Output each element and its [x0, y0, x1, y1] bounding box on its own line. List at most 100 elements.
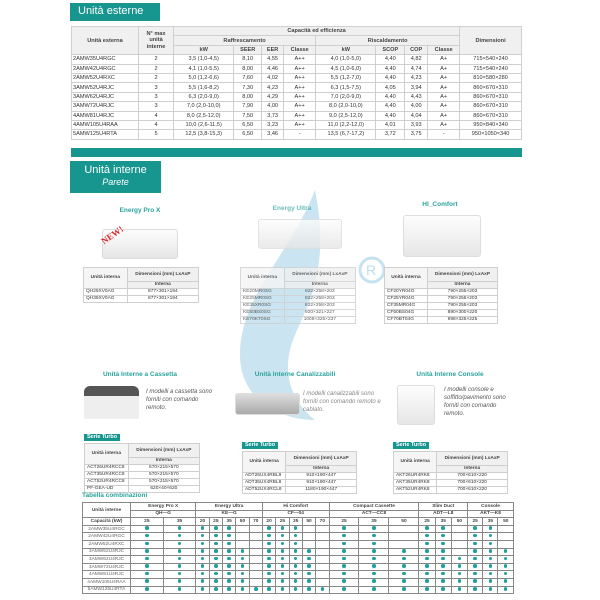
- table-row: KE70KT0SG 1008×325×237: [240, 316, 357, 324]
- table-cell: 3AMW62U4RJC: [71, 91, 139, 103]
- compat-cell: [450, 562, 469, 572]
- table-footer-bar: [71, 148, 522, 157]
- compatible-dot-icon: [200, 549, 205, 553]
- compat-cell: [195, 532, 210, 541]
- table-cell: A+: [427, 72, 461, 84]
- compat-cell: [482, 570, 499, 579]
- table-row: CF35MR04G 790×255×203: [384, 302, 499, 310]
- table-cell: 10,0 (2,6-11,5): [172, 119, 235, 131]
- compat-cell: [235, 570, 250, 579]
- compatible-dot-icon: [293, 579, 298, 583]
- series-title-ducted: Unità Interne Canalizzabili: [254, 371, 336, 378]
- compatible-dot-icon: [177, 579, 182, 583]
- compat-cell: [497, 547, 514, 557]
- compat-cell: [328, 562, 360, 572]
- compat-cell: [235, 539, 250, 549]
- table-cell: 4,40: [375, 63, 406, 74]
- table-cell: 3,46: [261, 129, 285, 140]
- compatible-dot-icon: [503, 587, 508, 591]
- cap-value: 35: [482, 517, 499, 526]
- compatible-dot-icon: [488, 579, 493, 583]
- compatible-dot-icon: [473, 564, 477, 568]
- outdoor-section-tab: Unità esterne: [70, 3, 160, 21]
- compatible-dot-icon: [280, 556, 285, 561]
- table-row: KE50BS0SG 920×321×227: [240, 309, 357, 317]
- col-classe: Classe: [427, 44, 461, 56]
- table-row: KE25MR0SG 822×258×203: [240, 295, 357, 303]
- compatible-dot-icon: [293, 587, 298, 591]
- compat-cell: [328, 585, 360, 595]
- dimensions-table: Unità interna Dimensioni (mm) LxAxP Intern…: [392, 451, 508, 494]
- compatible-dot-icon: [503, 564, 508, 568]
- compatible-dot-icon: [177, 564, 182, 568]
- col-unit: Unità esterna: [71, 25, 139, 56]
- table-cell: 4,23: [404, 72, 429, 84]
- compatible-dot-icon: [293, 571, 298, 576]
- cap-value: 35: [162, 517, 197, 526]
- table-cell: 4,04: [404, 110, 429, 121]
- compatible-dot-icon: [145, 549, 149, 553]
- compat-cell: [275, 524, 290, 534]
- unit-name: 2AMW42U4RGC: [82, 532, 131, 541]
- table-cell: 715×540×240: [459, 54, 522, 65]
- compatible-dot-icon: [267, 587, 271, 591]
- compatible-dot-icon: [457, 564, 462, 568]
- compat-cell: [301, 524, 317, 534]
- compatible-dot-icon: [145, 556, 149, 561]
- col-unit: Unità interna: [84, 443, 129, 465]
- cap-value: 25: [328, 517, 360, 526]
- compat-cell: [248, 547, 263, 557]
- compatible-dot-icon: [145, 571, 149, 576]
- compatible-dot-icon: [240, 587, 245, 591]
- compat-cell: [248, 562, 263, 572]
- compat-cell: [248, 532, 263, 541]
- compatible-dot-icon: [441, 533, 445, 538]
- compatible-dot-icon: [214, 579, 218, 583]
- col-eer: EER: [261, 44, 285, 56]
- compat-cell: [162, 562, 197, 572]
- compatible-dot-icon: [473, 579, 477, 583]
- table-cell: KE35XR0SG: [240, 302, 285, 310]
- compat-cell: [301, 577, 317, 587]
- compat-cell: [130, 539, 164, 549]
- compat-cell: [497, 532, 514, 541]
- compatible-dot-icon: [488, 556, 493, 561]
- table-cell: A+: [427, 110, 461, 121]
- energy-ultra-image: [258, 219, 342, 249]
- table-cell: 2: [138, 63, 174, 74]
- compat-cell: [467, 532, 484, 541]
- compat-cell: [497, 539, 514, 549]
- compat-cell: [288, 532, 303, 541]
- compatible-dot-icon: [267, 541, 271, 546]
- compat-cell: [450, 570, 469, 579]
- group-code: ACT—CC8: [328, 509, 420, 519]
- col-dims: Dimensioni (mm) LxAxP: [285, 451, 357, 466]
- compat-cell: [208, 539, 224, 549]
- compatible-dot-icon: [372, 579, 376, 583]
- table-cell: 2: [138, 72, 174, 84]
- compat-cell: [358, 524, 390, 534]
- console-image: [397, 385, 435, 425]
- cap-value: 35: [434, 517, 452, 526]
- table-cell: AKT52UR4RK8: [392, 486, 438, 494]
- table-cell: ACT52UR4RCC8: [84, 478, 129, 486]
- compat-cell: [450, 532, 469, 541]
- compatible-dot-icon: [488, 541, 493, 546]
- compatible-dot-icon: [240, 556, 245, 561]
- compatible-dot-icon: [267, 556, 271, 561]
- table-cell: A++: [283, 91, 317, 103]
- table-cell: 5,5 (1,2-7,0): [315, 72, 377, 84]
- compat-cell: [301, 532, 317, 541]
- compat-cell: [434, 532, 452, 541]
- table-cell: 860×670×310: [459, 82, 522, 93]
- table-cell: 877×301×194: [126, 295, 200, 303]
- table-cell: 570×215×570: [127, 471, 201, 479]
- compatible-dot-icon: [214, 564, 218, 568]
- col-interna: Interna: [285, 465, 357, 473]
- compat-cell: [288, 555, 303, 564]
- table-cell: 700×610×220: [436, 479, 508, 487]
- compatible-dot-icon: [488, 571, 493, 576]
- table-row: PF-GEA-UD 620×40×620: [84, 485, 201, 493]
- table-cell: 4,23: [261, 82, 285, 93]
- table-cell: 810×580×280: [459, 72, 522, 84]
